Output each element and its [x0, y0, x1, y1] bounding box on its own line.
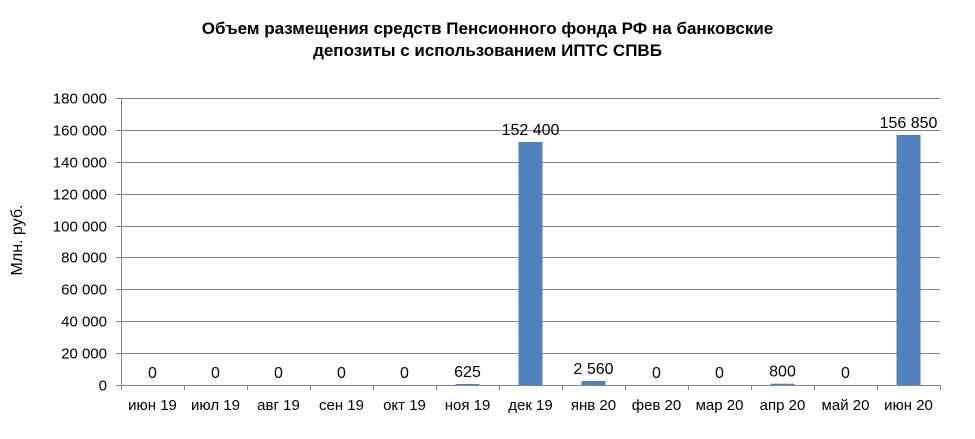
x-tick-label: фев 20: [632, 397, 682, 414]
data-label: 0: [337, 365, 346, 382]
x-tick-label: авг 19: [257, 397, 300, 414]
y-tick-label: 20 000: [61, 346, 107, 363]
chart-title-line-2: депозиты с использованием ИПТС СПВБ: [313, 41, 662, 60]
data-label: 2 560: [573, 361, 613, 378]
y-tick-label: 0: [99, 378, 107, 395]
data-labels: 0 0 0 0 0 625 152 400 2 560 0 0 800 0 156 850: [148, 115, 937, 382]
data-label: 0: [148, 365, 157, 382]
bar: [770, 383, 795, 385]
x-tick-label: сен 19: [319, 397, 364, 414]
data-label: 625: [454, 364, 481, 381]
x-tick-label: ноя 19: [445, 397, 491, 414]
x-tick-label: окт 19: [383, 397, 426, 414]
axes: 0 20 000 40 000 60 000 80 000 100 000 120 000 1…: [53, 91, 941, 414]
x-tick-label: июн 20: [884, 397, 933, 414]
bar: [896, 134, 921, 385]
chart-title-line-1: Объем размещения средств Пенсионного фон…: [201, 19, 774, 38]
data-label: 0: [400, 365, 409, 382]
data-label: 0: [211, 365, 220, 382]
data-label: 0: [274, 365, 283, 382]
y-tick-label: 60 000: [61, 282, 107, 299]
data-label: 156 850: [880, 115, 938, 132]
x-tick-label: апр 20: [760, 397, 806, 414]
bar: [581, 380, 606, 385]
y-axis-title: Млн. руб.: [9, 205, 26, 276]
bar: [518, 142, 543, 385]
data-label: 0: [715, 365, 724, 382]
x-tick-label: мар 20: [696, 397, 744, 414]
x-tick-label: июн 19: [128, 397, 177, 414]
chart-title: Объем размещения средств Пенсионного фон…: [0, 18, 975, 62]
bar: [455, 384, 480, 385]
x-tick-label: май 20: [822, 397, 870, 414]
x-tick-label: янв 20: [571, 397, 616, 414]
y-tick-label: 140 000: [53, 155, 107, 172]
y-tick-label: 80 000: [61, 250, 107, 267]
y-tick-label: 100 000: [53, 219, 107, 236]
x-tick-label: июл 19: [191, 397, 240, 414]
bars: [455, 134, 921, 385]
data-label: 0: [652, 365, 661, 382]
x-tick-label: дек 19: [508, 397, 553, 414]
data-label: 152 400: [502, 122, 560, 139]
y-tick-label: 120 000: [53, 187, 107, 204]
y-tick-label: 160 000: [53, 123, 107, 140]
y-tick-label: 180 000: [53, 91, 107, 108]
y-tick-label: 40 000: [61, 314, 107, 331]
data-label: 800: [769, 364, 796, 381]
data-label: 0: [841, 365, 850, 382]
